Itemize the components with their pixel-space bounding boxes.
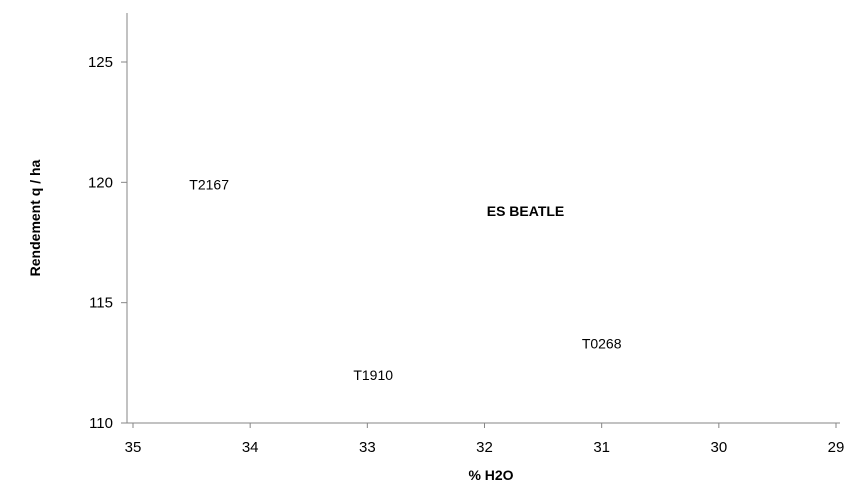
x-tick-label: 32 — [476, 439, 493, 456]
point-label: T1910 — [353, 367, 393, 383]
point-label: ES BEATLE — [487, 203, 565, 219]
x-tick-label: 34 — [242, 439, 259, 456]
point-label: T0268 — [582, 336, 622, 352]
x-tick-label: 33 — [359, 439, 376, 456]
x-tick-label: 31 — [593, 439, 610, 456]
y-tick-label: 110 — [89, 415, 113, 432]
y-axis-title: Rendement q / ha — [27, 159, 43, 276]
x-tick-label: 30 — [710, 439, 727, 456]
y-tick-label: 120 — [88, 174, 113, 191]
x-axis-title: % H2O — [468, 467, 513, 483]
x-ticks: 35 34 33 32 31 30 29 — [125, 423, 845, 456]
x-tick-label: 35 — [125, 439, 142, 456]
x-tick-label: 29 — [828, 439, 845, 456]
y-tick-label: 115 — [89, 295, 113, 312]
y-ticks: 110 115 120 125 — [88, 54, 127, 432]
data-labels: T2167 ES BEATLE T0268 T1910 — [189, 177, 621, 383]
axes — [126, 13, 840, 424]
point-label: T2167 — [189, 177, 229, 193]
y-tick-label: 125 — [88, 54, 113, 71]
